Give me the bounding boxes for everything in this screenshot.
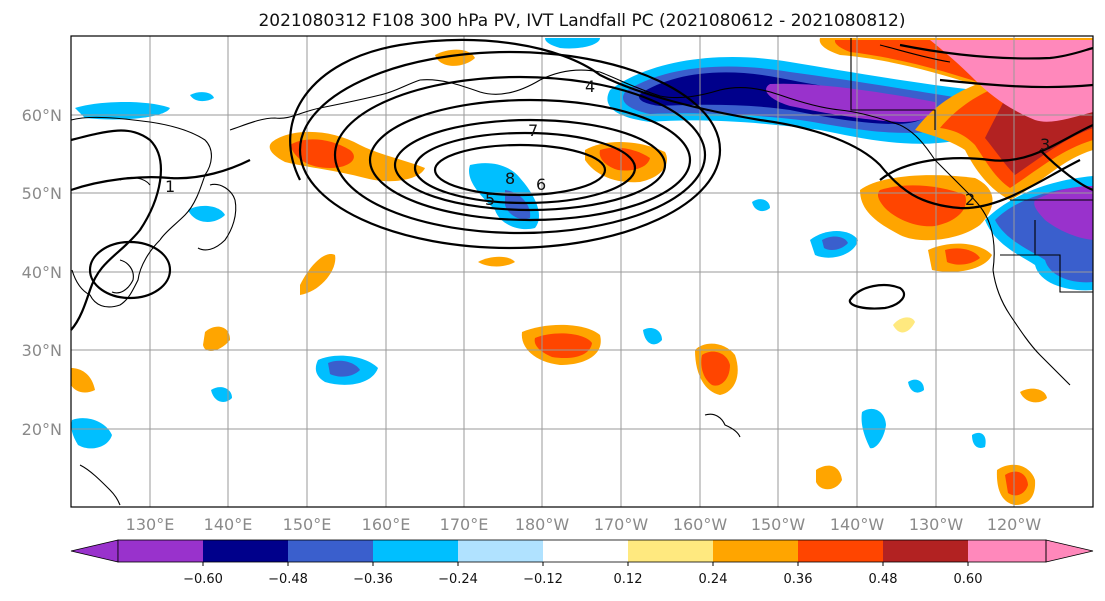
colorbar-tick-label: 0.24 [699,572,728,587]
contour-label-3: 3 [1040,135,1050,154]
colorbar-bin [458,540,543,562]
lat-label: 30°N [22,341,62,360]
lat-label: 60°N [22,106,62,125]
negative-anomaly-30n-west-core [328,360,360,377]
positive-anomaly-north-pink [930,40,1093,122]
positive-anomaly-30n-1-red [534,333,592,359]
chart-title: 2021080312 F108 300 hPa PV, IVT Landfall… [258,11,905,31]
colorbar: −0.60 −0.48 −0.36 −0.24 −0.12 0.12 0.24 … [70,539,1094,587]
colorbar-tick-label: −0.24 [438,572,478,587]
colorbar-tick-label: −0.36 [353,572,393,587]
colorbar-min-arrow [70,539,119,563]
latitude-labels: 60°N 50°N 40°N 30°N 20°N [22,106,62,439]
negative-anomaly-small-1 [643,328,662,345]
positive-anomaly-nw-pacific [300,254,336,295]
lon-label: 140°E [204,515,253,534]
positive-anomaly-ne-pacific-red [877,185,966,227]
colorbar-max-arrow [1045,539,1094,563]
negative-anomaly-small-5 [972,432,986,448]
lon-label: 150°E [283,515,332,534]
lon-label: 160°E [362,515,411,534]
colorbar-bin [713,540,798,562]
colorbar-tick-label: 0.60 [954,572,983,587]
negative-anomaly-central-pacific-core [505,190,531,220]
lat-label: 20°N [22,420,62,439]
positive-anomaly-kamchatka-red [290,139,354,168]
colorbar-bin [373,540,458,562]
negative-anomaly-small-4 [908,379,924,393]
graticule [71,36,1093,507]
contour-label-5: 5 [485,190,495,209]
colorbar-bin [118,540,203,562]
colorbar-bin [968,540,1046,562]
lon-label: 120°W [987,515,1042,534]
negative-anomaly-40n-150w-core [822,236,848,251]
colorbar-ticks [202,562,969,566]
colorbar-bin [798,540,883,562]
positive-anomaly-20n-west [71,368,95,393]
map-panel: 7 8 6 5 4 3 2 1 [70,35,1094,508]
positive-anomaly-small-3 [893,317,915,333]
contour-label-6: 6 [536,175,546,194]
colorbar-bin [628,540,713,562]
contour-label-8: 8 [505,169,515,188]
lon-label: 130°W [909,515,964,534]
positive-anomaly-dateline-red [599,147,650,171]
negative-anomaly-20n-west [71,418,112,449]
longitude-labels: 130°E 140°E 150°E 160°E 170°E 180°W 170°… [126,515,1042,534]
positive-anomaly-140w [816,465,842,490]
negative-anomaly-arctic-small [545,38,600,49]
lon-label: 160°W [673,515,728,534]
positive-anomaly-small-1 [478,256,515,267]
colorbar-bin [203,540,288,562]
pv-contours [70,38,1094,331]
contour-label-7: 7 [528,121,538,140]
colorbar-tick-label: 0.12 [614,572,643,587]
colorbar-tick-label: 0.48 [869,572,898,587]
contour-label-1: 1 [165,177,175,196]
lat-label: 40°N [22,263,62,282]
colorbar-bin [543,540,628,562]
colorbar-tick-label: −0.48 [268,572,308,587]
colorbar-tick-label: −0.60 [183,572,223,587]
contour-label-2: 2 [965,190,975,209]
positive-anomaly-125w-south-red [1005,471,1028,496]
colorbar-bin [288,540,373,562]
lon-label: 180°W [515,515,570,534]
lon-label: 140°W [830,515,885,534]
colorbar-bin [883,540,968,562]
positive-anomaly-40n-125w-red [945,248,980,265]
lon-label: 150°W [751,515,806,534]
positive-anomaly-nw-pacific-2 [203,326,230,352]
lat-label: 50°N [22,184,62,203]
lon-label: 170°E [440,515,489,534]
lon-label: 130°E [126,515,175,534]
negative-anomaly-japan [188,205,225,222]
anomaly-shading [71,38,1093,505]
positive-anomaly-small-2 [1020,388,1047,403]
colorbar-tick-label: −0.12 [523,572,563,587]
lon-label: 170°W [594,515,649,534]
contour-labels: 7 8 6 5 4 3 2 1 [165,77,1050,209]
contour-label-4: 4 [585,77,595,96]
colorbar-tick-label: 0.36 [784,572,813,587]
negative-anomaly-small-3 [211,387,232,402]
negative-anomaly-small-2 [752,199,770,212]
negative-anomaly-west-2 [190,92,214,102]
positive-anomaly-160w-red [701,351,730,386]
